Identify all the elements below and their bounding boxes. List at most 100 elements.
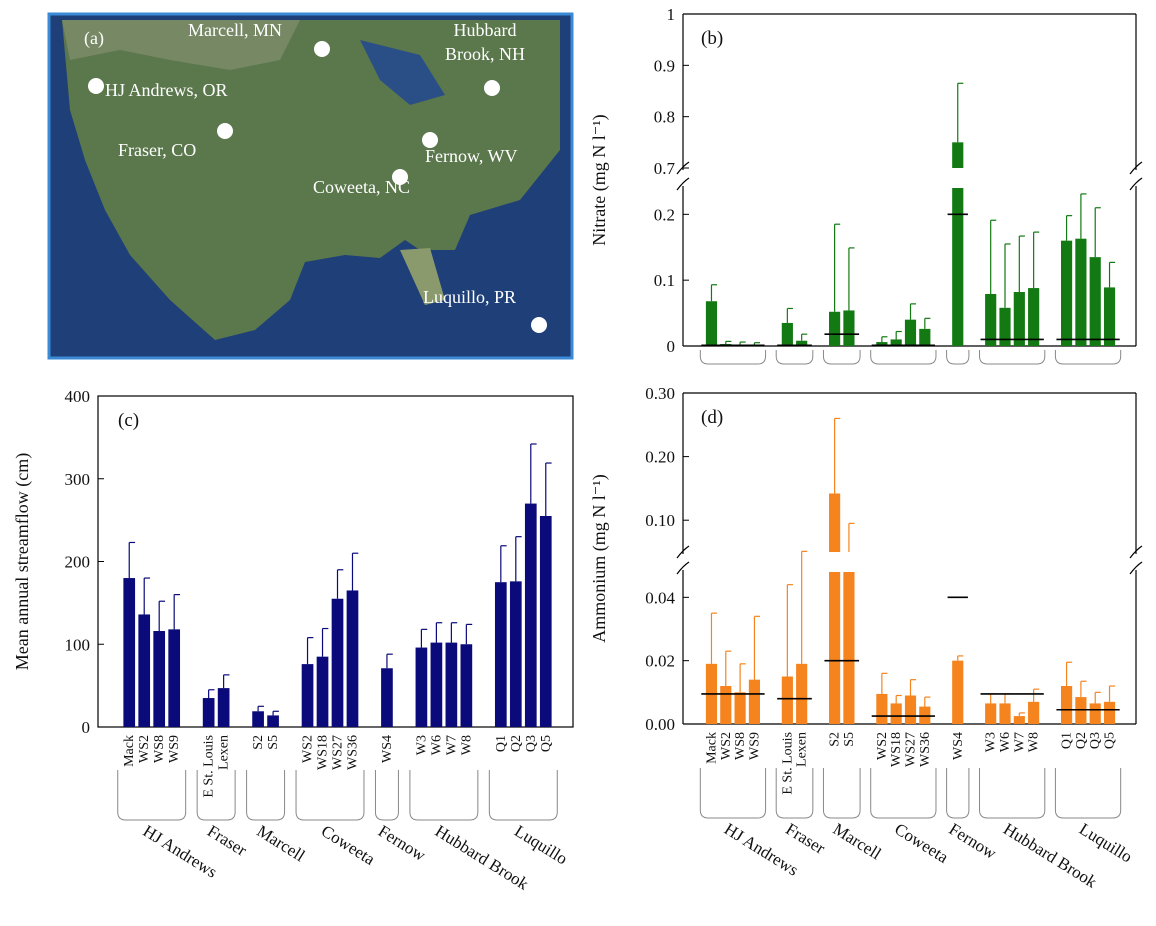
bar — [999, 703, 1011, 724]
bar — [123, 578, 136, 727]
bar — [301, 664, 314, 727]
bar — [1089, 703, 1101, 724]
bar — [331, 598, 344, 727]
site-bracket — [775, 768, 814, 819]
bar — [1060, 686, 1073, 724]
site-group-label: Fernow — [375, 821, 430, 865]
map-panel-label: (a) — [84, 28, 104, 49]
y-tick-label: 0.8 — [654, 108, 675, 127]
axis-break-mark — [1129, 561, 1143, 575]
category-label: S5 — [266, 735, 281, 750]
site-label-line: Fraser, CO — [118, 140, 196, 160]
site-bracket — [1054, 768, 1122, 819]
y-tick-label: 0.30 — [645, 384, 675, 403]
bar — [734, 692, 746, 724]
map-frame — [47, 12, 574, 360]
y-tick-label: 0.1 — [654, 271, 675, 290]
bar — [829, 572, 841, 724]
category-label: W7 — [444, 735, 459, 755]
bar — [1028, 701, 1040, 724]
map-land — [62, 20, 560, 340]
y-tick-label: 1 — [667, 5, 676, 24]
site-bracket — [1054, 350, 1122, 365]
bar — [415, 647, 428, 727]
category-label: Q2 — [1074, 732, 1089, 749]
site-label: HJ Andrews, OR — [105, 80, 228, 100]
bar — [267, 715, 279, 727]
y-axis-label: Nitrate (mg N l⁻¹) — [589, 114, 610, 245]
map-canada — [62, 20, 300, 70]
axis-break-mark — [676, 561, 690, 575]
category-label: WS9 — [747, 732, 762, 760]
y-tick-label: 0.04 — [645, 588, 675, 607]
panel-label: (c) — [118, 410, 139, 431]
y-axis-label: Ammonium (mg N l⁻¹) — [589, 474, 610, 642]
category-label: W6 — [429, 735, 444, 755]
site-label: Coweeta, NC — [313, 177, 410, 197]
category-label: WS2 — [719, 732, 734, 760]
category-label: WS18 — [316, 735, 331, 770]
bar — [985, 703, 997, 724]
bar — [705, 301, 718, 346]
site-bracket — [979, 768, 1046, 819]
category-label: E St. Louis — [780, 732, 795, 795]
site-bracket — [409, 770, 479, 821]
site-marker — [531, 317, 547, 333]
site-marker — [392, 169, 408, 185]
category-label: Q3 — [1088, 732, 1103, 749]
bar — [1060, 240, 1073, 346]
site-group-label: Coweeta — [891, 819, 952, 867]
site-group-label: Coweeta — [318, 821, 379, 869]
site-group-label: Luquillo — [1076, 819, 1136, 866]
bar — [445, 642, 458, 727]
y-tick-label: 0 — [667, 337, 676, 356]
map-panel: (a) Marcell, MN Hubbard Brook, NH HJ Andrews… — [47, 12, 574, 360]
site-bracket — [117, 770, 187, 821]
bar — [796, 340, 808, 346]
y-tick-label: 300 — [65, 470, 91, 489]
category-label: WS36 — [345, 735, 360, 770]
site-marker — [422, 132, 438, 148]
site-bracket — [699, 350, 767, 365]
bar — [494, 582, 507, 727]
site-bracket — [374, 770, 399, 821]
bar-upper — [829, 493, 841, 552]
axis-break-mark — [676, 545, 690, 559]
category-label: Q3 — [524, 735, 539, 752]
y-tick-label: 0.02 — [645, 652, 675, 671]
category-label: W3 — [414, 735, 429, 755]
bar — [919, 328, 931, 346]
site-label: Fraser, CO — [118, 140, 196, 160]
category-label: WS27 — [904, 732, 919, 767]
category-label: WS8 — [152, 735, 167, 763]
site-bracket — [775, 350, 814, 365]
bar — [829, 311, 841, 346]
axis-break-mark — [1129, 545, 1143, 559]
bar — [346, 590, 359, 727]
site-marker — [314, 41, 330, 57]
bar — [876, 693, 888, 724]
site-group-label: Fernow — [946, 819, 1001, 863]
bar — [1103, 287, 1116, 346]
y-tick-label: 0.2 — [654, 205, 675, 224]
bar — [952, 188, 964, 346]
y-tick-label: 0.00 — [645, 715, 675, 734]
bar — [1103, 701, 1116, 724]
y-tick-label: 0.7 — [654, 159, 676, 178]
site-bracket — [295, 770, 365, 821]
bar — [904, 695, 917, 724]
site-bracket — [822, 350, 861, 365]
site-group-label: Fraser — [782, 819, 828, 858]
category-label: WS2 — [301, 735, 316, 763]
category-label: Mack — [704, 732, 719, 764]
category-label: W7 — [1012, 732, 1027, 752]
axis-break-mark — [1129, 161, 1143, 175]
bar — [217, 688, 230, 727]
bar — [1013, 716, 1025, 724]
site-bracket — [870, 768, 937, 819]
map-great-lakes — [360, 40, 445, 105]
category-label: WS27 — [331, 735, 346, 770]
nitrate-chart: (b) 0 0.1 0.2 0.7 0.8 0.9 1 Nitrate (mg N l⁻¹) — [589, 5, 1143, 365]
bar — [1013, 292, 1025, 346]
bar — [168, 629, 181, 727]
